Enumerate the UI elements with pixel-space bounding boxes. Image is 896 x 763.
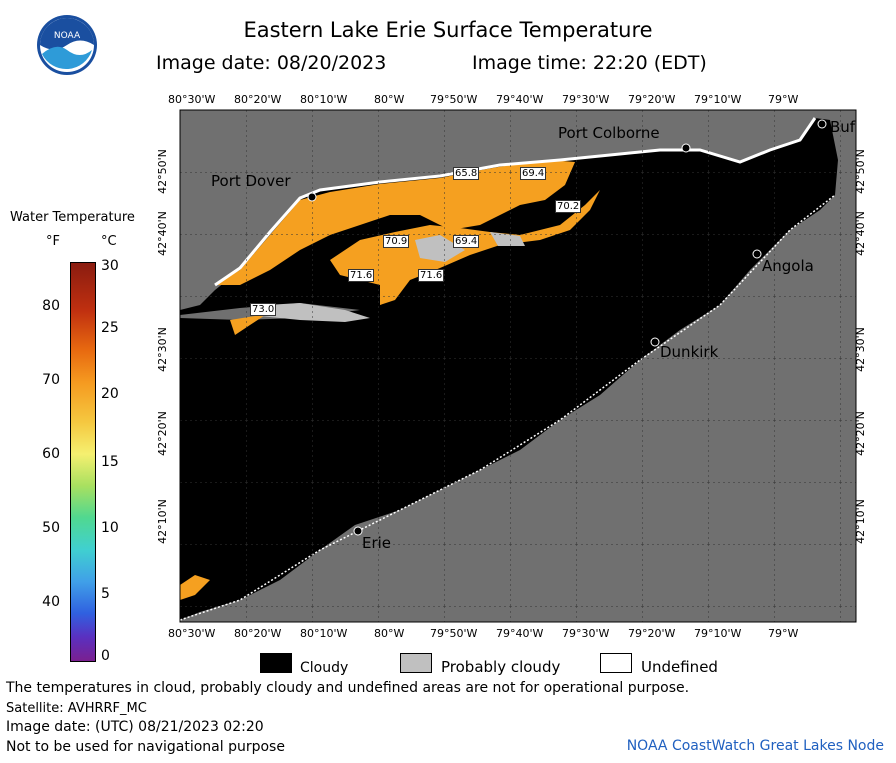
key-probably-cloudy-swatch bbox=[400, 653, 432, 673]
lon-label-bottom: 79°10'W bbox=[694, 627, 742, 640]
place-port-dover: Port Dover bbox=[211, 172, 291, 190]
temp-label: 73.0 bbox=[250, 303, 277, 316]
erie-marker bbox=[353, 526, 363, 536]
f-tick: 80 bbox=[42, 298, 60, 314]
c-tick: 20 bbox=[101, 386, 119, 402]
place-buffalo: Buf bbox=[830, 118, 856, 136]
lon-label-bottom: 79°30'W bbox=[562, 627, 610, 640]
temp-label: 71.6 bbox=[418, 269, 445, 282]
place-erie: Erie bbox=[362, 534, 392, 552]
lat-label-right: 42°30'N bbox=[853, 327, 867, 372]
temperature-color-scale bbox=[70, 262, 96, 662]
place-dunkirk: Dunkirk bbox=[660, 343, 719, 361]
lon-label-top: 79°10'W bbox=[694, 93, 742, 106]
lon-label-bottom: 80°20'W bbox=[234, 627, 282, 640]
lat-label-left: 42°20'N bbox=[155, 411, 169, 456]
port-dover-marker bbox=[307, 192, 317, 202]
temp-label: 70.9 bbox=[383, 235, 410, 248]
c-tick: 5 bbox=[101, 586, 110, 602]
key-cloudy-label: Cloudy bbox=[300, 660, 349, 676]
lat-label-left: 42°10'N bbox=[155, 499, 169, 544]
lon-label-top: 80°W bbox=[374, 93, 405, 106]
lon-label-top: 79°50'W bbox=[430, 93, 478, 106]
lon-label-top: 80°20'W bbox=[234, 93, 282, 106]
image-time: Image time: 22:20 (EDT) bbox=[472, 52, 707, 74]
svg-text:NOAA: NOAA bbox=[54, 31, 81, 41]
key-undefined-swatch bbox=[600, 653, 632, 673]
lon-label-bottom: 80°30'W bbox=[168, 627, 216, 640]
place-angola: Angola bbox=[762, 257, 814, 275]
lon-label-bottom: 80°10'W bbox=[300, 627, 348, 640]
lon-label-bottom: 79°50'W bbox=[430, 627, 478, 640]
map-frame bbox=[179, 109, 857, 623]
unit-fahrenheit: °F bbox=[46, 234, 60, 249]
f-tick: 50 bbox=[42, 520, 60, 536]
port-colborne-marker bbox=[681, 143, 691, 153]
unit-celsius: °C bbox=[101, 234, 117, 249]
lon-label-top: 79°W bbox=[768, 93, 799, 106]
credit-text: NOAA CoastWatch Great Lakes Node bbox=[626, 738, 884, 754]
c-tick: 25 bbox=[101, 320, 119, 336]
lon-label-top: 79°30'W bbox=[562, 93, 610, 106]
key-undefined-label: Undefined bbox=[641, 658, 718, 676]
lon-label-bottom: 80°W bbox=[374, 627, 405, 640]
key-cloudy-swatch bbox=[260, 653, 292, 673]
city-markers bbox=[307, 119, 827, 536]
lon-label-bottom: 79°40'W bbox=[496, 627, 544, 640]
image-date: Image date: 08/20/2023 bbox=[156, 52, 387, 74]
graticule bbox=[180, 110, 856, 622]
temp-label: 69.4 bbox=[520, 167, 547, 180]
legend-title: Water Temperature bbox=[10, 210, 135, 225]
c-tick: 15 bbox=[101, 454, 119, 470]
c-tick: 30 bbox=[101, 258, 119, 274]
lon-label-bottom: 79°W bbox=[768, 627, 799, 640]
buffalo-marker bbox=[817, 119, 827, 129]
c-tick: 0 bbox=[101, 648, 110, 664]
dunkirk-marker bbox=[650, 337, 660, 347]
lat-label-right: 42°20'N bbox=[853, 411, 867, 456]
map-title: Eastern Lake Erie Surface Temperature bbox=[243, 18, 653, 42]
nav-warning-text: Not to be used for navigational purpose bbox=[6, 739, 285, 755]
f-tick: 40 bbox=[42, 594, 60, 610]
lat-label-right: 42°40'N bbox=[853, 211, 867, 256]
lon-label-bottom: 79°20'W bbox=[628, 627, 676, 640]
lat-label-left: 42°40'N bbox=[155, 211, 169, 256]
key-probably-cloudy-label: Probably cloudy bbox=[441, 658, 561, 676]
angola-marker bbox=[752, 249, 762, 259]
f-tick: 60 bbox=[42, 446, 60, 462]
disclaimer-text: The temperatures in cloud, probably clou… bbox=[6, 680, 690, 696]
temp-label: 71.6 bbox=[348, 269, 375, 282]
lat-label-right: 42°10'N bbox=[853, 499, 867, 544]
lon-label-top: 80°30'W bbox=[168, 93, 216, 106]
f-tick: 70 bbox=[42, 372, 60, 388]
lon-label-top: 79°20'W bbox=[628, 93, 676, 106]
utc-date-text: Image date: (UTC) 08/21/2023 02:20 bbox=[6, 719, 264, 735]
c-tick: 10 bbox=[101, 520, 119, 536]
lon-label-top: 80°10'W bbox=[300, 93, 348, 106]
temp-label: 69.4 bbox=[453, 235, 480, 248]
place-port-colborne: Port Colborne bbox=[558, 124, 660, 142]
lat-label-right: 42°50'N bbox=[853, 149, 867, 194]
lon-label-top: 79°40'W bbox=[496, 93, 544, 106]
lat-label-left: 42°50'N bbox=[155, 149, 169, 194]
satellite-text: Satellite: AVHRRF_MC bbox=[6, 701, 147, 716]
temp-label: 65.8 bbox=[453, 167, 480, 180]
lat-label-left: 42°30'N bbox=[155, 327, 169, 372]
temp-label: 70.2 bbox=[555, 200, 582, 213]
noaa-logo-icon: NOAA bbox=[37, 15, 97, 75]
